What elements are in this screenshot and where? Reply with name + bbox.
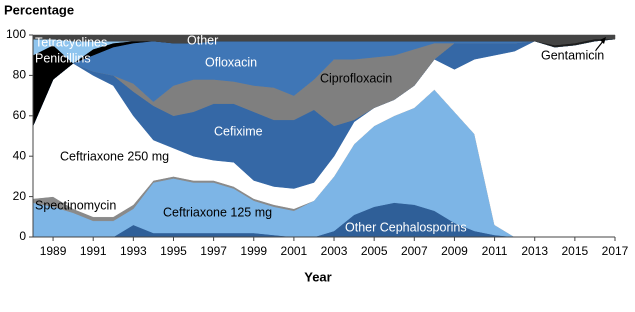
x-tick-label: 2013 xyxy=(521,244,548,258)
x-tick-label: 1993 xyxy=(120,244,147,258)
x-axis-title: Year xyxy=(304,269,331,284)
series-label: Cefixime xyxy=(214,124,263,138)
y-axis-title: Percentage xyxy=(4,2,74,17)
series-label: Tetracyclines xyxy=(35,35,107,49)
y-tick-label: 20 xyxy=(13,189,27,203)
x-tick-label: 2007 xyxy=(401,244,428,258)
x-tick-label: 1991 xyxy=(80,244,107,258)
x-tick-label: 2001 xyxy=(281,244,308,258)
series-label: Other Cephalosporins xyxy=(345,220,467,234)
series-label: Other xyxy=(187,33,218,47)
x-tick-label: 2009 xyxy=(441,244,468,258)
y-tick-label: 80 xyxy=(13,68,27,82)
x-tick-label: 2017 xyxy=(602,244,629,258)
gentamicin-arrowhead xyxy=(600,37,606,44)
y-tick-label: 0 xyxy=(19,229,26,243)
series-label: Gentamicin xyxy=(541,48,604,62)
series-label: Ofloxacin xyxy=(205,55,257,69)
series-label: Ciprofloxacin xyxy=(320,71,392,85)
x-tick-label: 2003 xyxy=(321,244,348,258)
series-label: Spectinomycin xyxy=(35,198,116,212)
series-label: Ceftriaxone 250 mg xyxy=(60,149,169,163)
x-tick-label: 2015 xyxy=(562,244,589,258)
x-tick-label: 1995 xyxy=(160,244,187,258)
x-tick-label: 2005 xyxy=(361,244,388,258)
y-tick-label: 40 xyxy=(13,148,27,162)
y-tick-label: 60 xyxy=(13,108,27,122)
y-tick-label: 100 xyxy=(6,27,26,41)
area xyxy=(32,34,616,46)
x-tick-label: 1989 xyxy=(40,244,67,258)
x-tick-label: 2011 xyxy=(482,244,508,258)
x-tick-label: 1999 xyxy=(240,244,267,258)
series-label: Penicillins xyxy=(35,51,91,65)
x-tick-label: 1997 xyxy=(200,244,227,258)
series-label: Ceftriaxone 125 mg xyxy=(163,205,272,219)
